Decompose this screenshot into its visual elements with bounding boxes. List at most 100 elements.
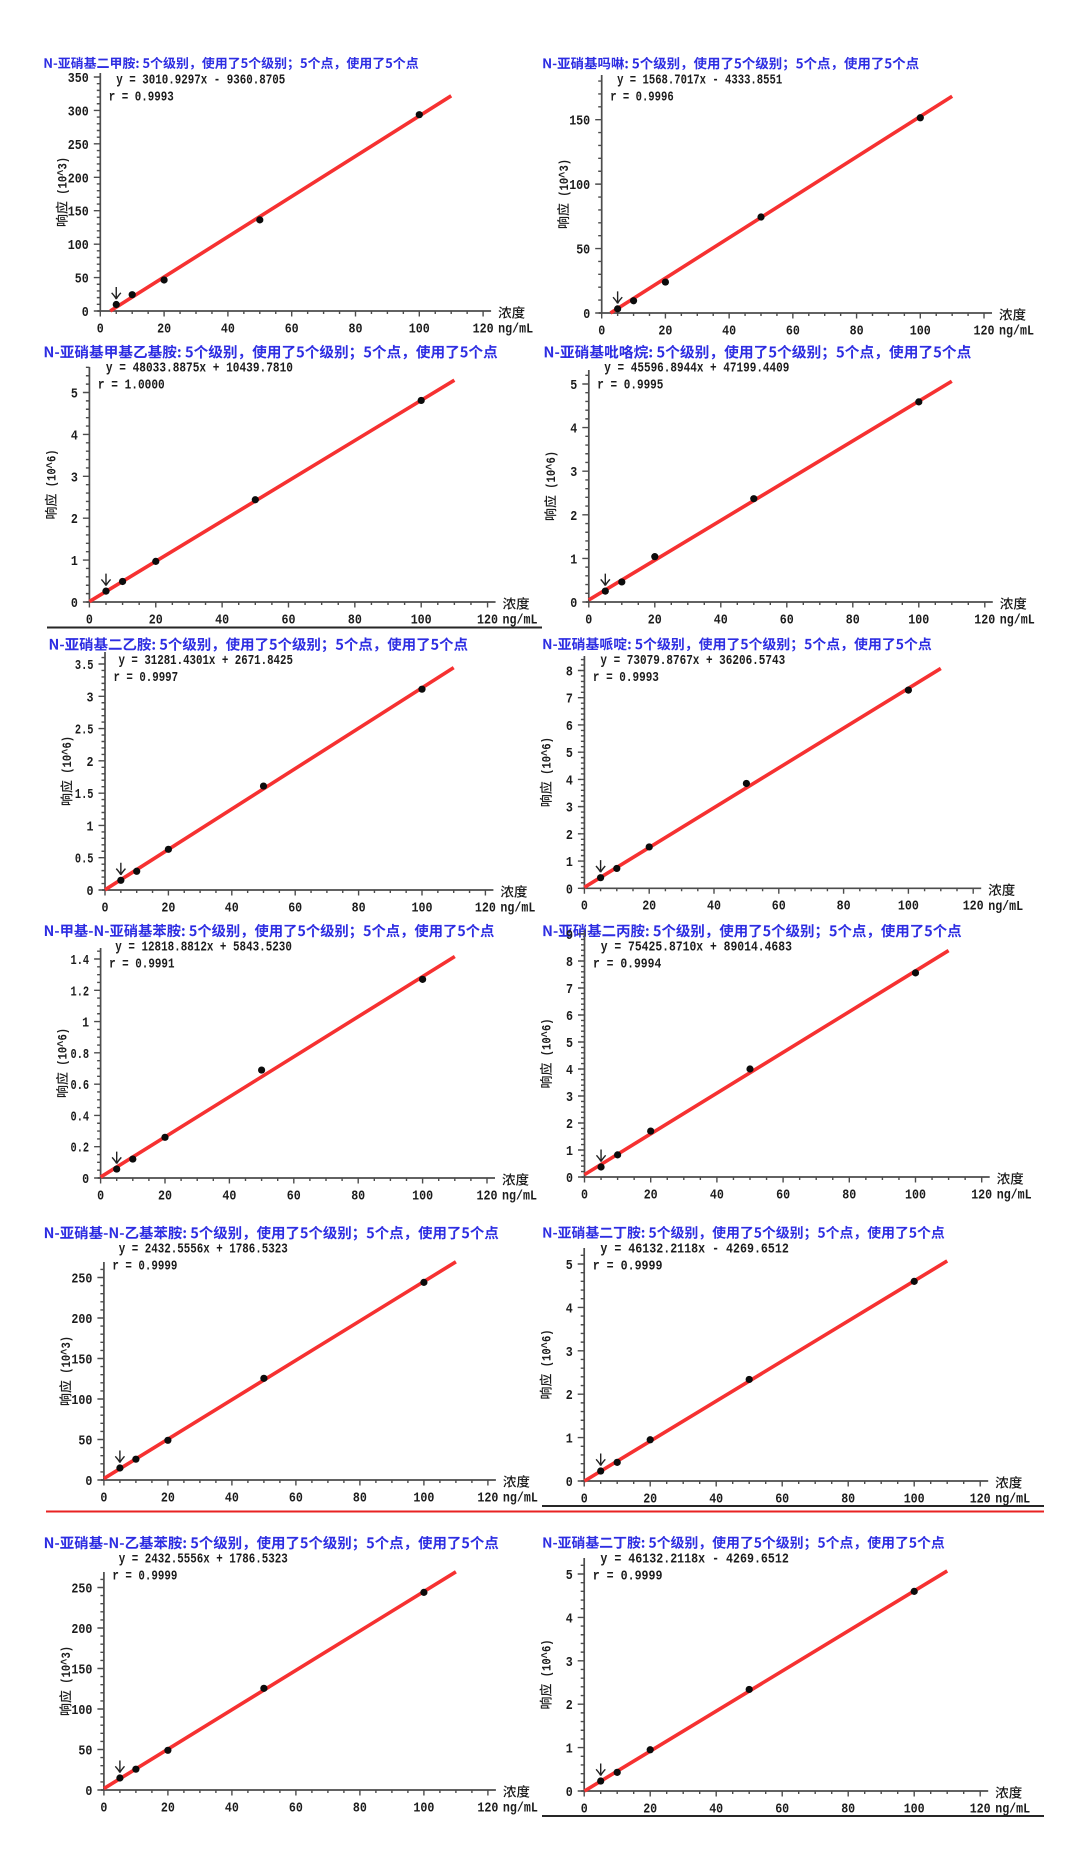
svg-text:100: 100 — [904, 1802, 925, 1817]
svg-text:ng/mL: ng/mL — [500, 902, 535, 917]
svg-text:2: 2 — [566, 1389, 573, 1404]
svg-text:0: 0 — [82, 1173, 89, 1188]
svg-text:40: 40 — [215, 613, 229, 628]
svg-text:120: 120 — [475, 901, 496, 916]
svg-text:100: 100 — [71, 1704, 92, 1719]
svg-text:40: 40 — [707, 900, 721, 915]
svg-text:80: 80 — [846, 613, 860, 628]
svg-text:y = 75425.8710x + 89014.4683: y = 75425.8710x + 89014.4683 — [601, 940, 792, 955]
svg-text:3: 3 — [570, 466, 577, 481]
svg-text:100: 100 — [71, 1394, 92, 1409]
svg-text:120: 120 — [473, 322, 494, 337]
svg-text:40: 40 — [221, 322, 235, 337]
svg-text:150: 150 — [71, 1354, 92, 1369]
svg-text:2: 2 — [71, 513, 78, 528]
svg-text:250: 250 — [71, 1583, 92, 1598]
svg-text:120: 120 — [477, 1189, 498, 1204]
svg-text:(10^3): (10^3) — [60, 1646, 74, 1690]
svg-text:ng/mL: ng/mL — [995, 1803, 1030, 1818]
svg-text:0: 0 — [570, 597, 577, 612]
svg-text:40: 40 — [710, 1188, 724, 1203]
svg-text:80: 80 — [850, 324, 864, 339]
svg-text:100: 100 — [411, 613, 432, 628]
svg-text:80: 80 — [352, 901, 366, 916]
svg-text:100: 100 — [68, 239, 89, 254]
svg-text:0: 0 — [583, 308, 590, 323]
svg-text:100: 100 — [910, 324, 931, 339]
svg-text:0.8: 0.8 — [71, 1048, 90, 1063]
svg-text:20: 20 — [644, 1188, 658, 1203]
svg-text:60: 60 — [281, 613, 295, 628]
svg-text:40: 40 — [222, 1189, 236, 1204]
svg-text:7: 7 — [566, 983, 573, 998]
svg-text:1.5: 1.5 — [75, 788, 94, 803]
svg-text:r = 0.9995: r = 0.9995 — [597, 378, 663, 393]
svg-text:2: 2 — [570, 510, 577, 525]
svg-text:80: 80 — [842, 1188, 856, 1203]
svg-text:8: 8 — [566, 666, 573, 681]
svg-text:120: 120 — [974, 324, 995, 339]
svg-text:120: 120 — [963, 900, 984, 915]
svg-text:120: 120 — [477, 1491, 498, 1506]
svg-text:200: 200 — [68, 172, 89, 187]
svg-text:0: 0 — [87, 885, 94, 900]
svg-text:80: 80 — [837, 900, 851, 915]
svg-text:0: 0 — [598, 324, 605, 339]
svg-text:100: 100 — [413, 1801, 434, 1816]
svg-text:4: 4 — [566, 1064, 573, 1079]
svg-text:40: 40 — [225, 1801, 239, 1816]
svg-text:0: 0 — [581, 900, 588, 915]
svg-text:40: 40 — [709, 1802, 723, 1817]
svg-text:0.6: 0.6 — [71, 1079, 90, 1094]
svg-text:(10^3): (10^3) — [558, 159, 572, 203]
svg-text:2: 2 — [87, 756, 94, 771]
svg-text:ng/mL: ng/mL — [503, 1492, 538, 1507]
svg-text:6: 6 — [566, 1010, 573, 1025]
svg-text:2: 2 — [566, 829, 573, 844]
svg-text:20: 20 — [642, 900, 656, 915]
svg-text:6: 6 — [566, 720, 573, 735]
svg-text:1.4: 1.4 — [71, 954, 90, 969]
svg-text:0: 0 — [581, 1188, 588, 1203]
svg-text:5: 5 — [566, 1569, 573, 1584]
svg-text:r = 0.9991: r = 0.9991 — [109, 957, 174, 972]
svg-text:4: 4 — [566, 1612, 573, 1627]
svg-text:0: 0 — [585, 613, 592, 628]
svg-text:ng/mL: ng/mL — [502, 1190, 537, 1205]
svg-text:200: 200 — [71, 1313, 92, 1328]
svg-text:3: 3 — [566, 802, 573, 817]
svg-text:1: 1 — [82, 1017, 89, 1032]
svg-text:350: 350 — [68, 72, 89, 87]
svg-text:20: 20 — [643, 1492, 657, 1507]
svg-text:40: 40 — [722, 324, 736, 339]
svg-text:40: 40 — [225, 901, 239, 916]
svg-text:y = 2432.5556x + 1786.5323: y = 2432.5556x + 1786.5323 — [119, 1242, 288, 1257]
svg-text:2: 2 — [566, 1118, 573, 1133]
svg-text:0: 0 — [566, 1476, 573, 1491]
svg-text:1.2: 1.2 — [71, 985, 90, 1000]
svg-text:60: 60 — [776, 1188, 790, 1203]
svg-text:1: 1 — [566, 856, 573, 871]
svg-text:120: 120 — [477, 1801, 498, 1816]
svg-text:0.2: 0.2 — [71, 1142, 90, 1157]
svg-text:0: 0 — [566, 1786, 573, 1801]
svg-text:20: 20 — [161, 901, 175, 916]
svg-text:r = 1.0000: r = 1.0000 — [98, 378, 165, 393]
svg-text:ng/mL: ng/mL — [997, 1189, 1032, 1204]
svg-text:60: 60 — [775, 1802, 789, 1817]
svg-text:20: 20 — [161, 1801, 175, 1816]
svg-text:ng/mL: ng/mL — [498, 323, 533, 338]
svg-text:1: 1 — [566, 1433, 573, 1448]
svg-text:80: 80 — [841, 1492, 855, 1507]
svg-text:r = 0.9993: r = 0.9993 — [109, 90, 174, 105]
svg-text:r = 0.9997: r = 0.9997 — [114, 671, 179, 686]
svg-text:20: 20 — [149, 613, 163, 628]
svg-text:60: 60 — [289, 1801, 303, 1816]
svg-text:200: 200 — [71, 1623, 92, 1638]
svg-text:0: 0 — [97, 322, 104, 337]
svg-text:1: 1 — [87, 820, 94, 835]
svg-text:0: 0 — [85, 1785, 92, 1800]
svg-text:250: 250 — [71, 1273, 92, 1288]
svg-text:120: 120 — [970, 1492, 991, 1507]
svg-text:5: 5 — [566, 1259, 573, 1274]
